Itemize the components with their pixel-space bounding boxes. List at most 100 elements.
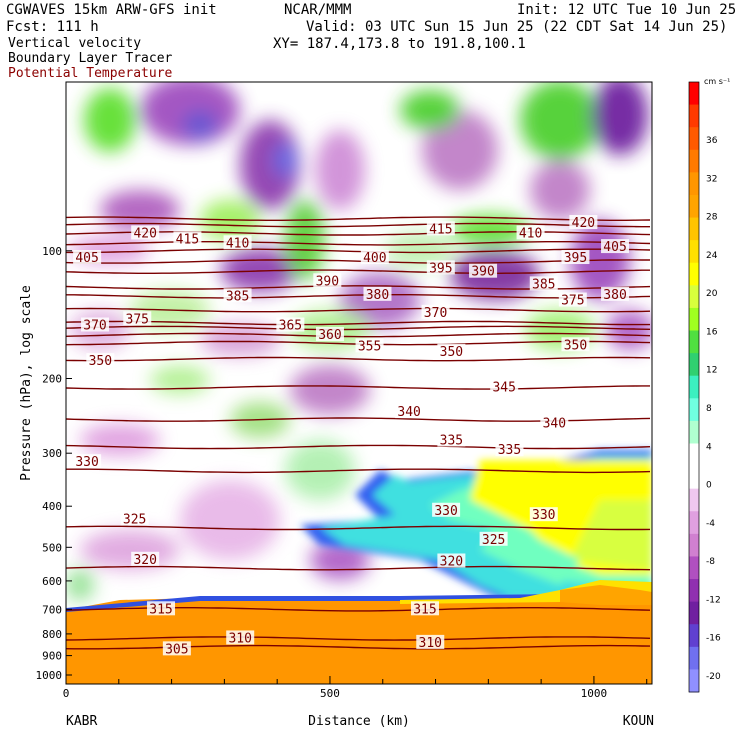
theta-contour-390 bbox=[66, 269, 650, 274]
colorbar-swatch bbox=[689, 533, 699, 557]
colorbar-label: -16 bbox=[706, 634, 721, 644]
theta-label: 320 bbox=[131, 551, 160, 568]
theta-contour-360 bbox=[66, 332, 651, 338]
theta-label: 350 bbox=[86, 353, 115, 369]
theta-label: 340 bbox=[395, 404, 424, 420]
theta-label: 330 bbox=[432, 502, 461, 519]
colorbar-swatch bbox=[689, 488, 699, 512]
shaded-field bbox=[66, 82, 652, 684]
svg-text:320: 320 bbox=[133, 553, 156, 568]
theta-label: 375 bbox=[558, 292, 587, 309]
svg-text:305: 305 bbox=[165, 642, 188, 657]
colorbar-label: 0 bbox=[706, 481, 712, 491]
colorbar-unit: cm s⁻¹ bbox=[704, 77, 730, 86]
svg-text:320: 320 bbox=[440, 554, 463, 569]
colorbar-label: -8 bbox=[706, 557, 715, 567]
theta-contour-395 bbox=[66, 259, 650, 264]
theta-label: 395 bbox=[561, 250, 590, 266]
theta-label: 415 bbox=[426, 221, 455, 237]
colorbar-swatch bbox=[689, 511, 699, 535]
x-tick-label: 1000 bbox=[581, 687, 608, 700]
svg-text:410: 410 bbox=[226, 236, 249, 251]
colorbar-swatch bbox=[689, 217, 699, 241]
svg-text:325: 325 bbox=[123, 513, 146, 528]
colorbar-swatch bbox=[689, 127, 699, 151]
x-tick-label: 500 bbox=[320, 687, 340, 700]
x-endpoint-right: KOUN bbox=[623, 714, 654, 729]
svg-text:335: 335 bbox=[440, 433, 463, 448]
svg-text:405: 405 bbox=[603, 240, 626, 255]
theta-contours bbox=[66, 216, 651, 650]
theta-label: 315 bbox=[147, 601, 176, 617]
colorbar-swatch bbox=[689, 466, 699, 490]
valid-label: Valid: 03 UTC Sun 15 Jun 25 (22 CDT Sat … bbox=[306, 19, 728, 35]
colorbar-swatch bbox=[689, 398, 699, 422]
colorbar-swatch bbox=[689, 443, 699, 467]
init-label: Init: 12 UTC Tue 10 Jun 25 bbox=[517, 2, 737, 18]
colorbar-swatch bbox=[689, 262, 699, 286]
svg-text:405: 405 bbox=[75, 251, 98, 266]
theta-label: 350 bbox=[437, 343, 466, 360]
theta-label: 365 bbox=[276, 317, 305, 334]
theta-contour-335 bbox=[66, 444, 651, 450]
colorbar-label: 24 bbox=[706, 251, 718, 261]
colorbar-label: 12 bbox=[706, 366, 717, 376]
svg-text:350: 350 bbox=[440, 345, 463, 360]
theta-label: 375 bbox=[123, 311, 152, 327]
field-vertical-velocity: Vertical velocity bbox=[8, 36, 142, 51]
theta-label: 345 bbox=[490, 379, 519, 395]
theta-label: 420 bbox=[569, 215, 598, 231]
theta-label: 335 bbox=[437, 432, 466, 448]
theta-label: 330 bbox=[529, 507, 558, 523]
svg-text:380: 380 bbox=[603, 288, 626, 303]
svg-text:310: 310 bbox=[228, 631, 251, 646]
theta-label: 340 bbox=[540, 415, 569, 431]
theta-label: 390 bbox=[469, 263, 498, 280]
theta-contour-365 bbox=[66, 325, 651, 331]
theta-label: 395 bbox=[426, 260, 455, 276]
org-label: NCAR/MMM bbox=[284, 2, 352, 18]
theta-label: 335 bbox=[495, 442, 524, 458]
theta-label: 355 bbox=[355, 338, 384, 354]
colorbar-label: 32 bbox=[706, 174, 717, 184]
svg-text:380: 380 bbox=[366, 288, 389, 303]
colorbar-swatch bbox=[689, 556, 699, 580]
theta-contour-labels: 305 310 310 315 315 320 320 325 325 330 330 330 335 3… bbox=[73, 215, 630, 657]
theta-label: 380 bbox=[363, 286, 392, 303]
theta-label: 350 bbox=[561, 337, 590, 353]
svg-text:375: 375 bbox=[561, 294, 584, 309]
colorbar-label: 16 bbox=[706, 327, 718, 337]
theta-contour-310 bbox=[66, 636, 651, 641]
y-tick-label: 200 bbox=[42, 373, 62, 386]
y-tick-label: 100 bbox=[42, 245, 62, 258]
colorbar-swatch bbox=[689, 172, 699, 196]
svg-text:370: 370 bbox=[83, 319, 106, 334]
model-title: CGWAVES 15km ARW-GFS init bbox=[6, 2, 217, 18]
y-axis-label: Pressure (hPa), log scale bbox=[19, 285, 34, 481]
colorbar-label: 36 bbox=[706, 136, 718, 146]
svg-text:330: 330 bbox=[532, 508, 555, 523]
svg-text:315: 315 bbox=[149, 602, 172, 617]
theta-label: 360 bbox=[315, 327, 344, 343]
svg-text:340: 340 bbox=[397, 405, 420, 420]
svg-text:420: 420 bbox=[572, 216, 595, 231]
svg-text:350: 350 bbox=[564, 338, 587, 353]
theta-label: 410 bbox=[223, 235, 252, 251]
colorbar-label: -4 bbox=[706, 519, 715, 529]
svg-text:390: 390 bbox=[471, 265, 494, 280]
theta-contour-380 bbox=[66, 294, 651, 299]
theta-label: 405 bbox=[601, 239, 630, 255]
theta-label: 310 bbox=[226, 630, 255, 646]
svg-text:385: 385 bbox=[532, 277, 555, 292]
y-tick-label: 300 bbox=[42, 447, 62, 460]
svg-text:415: 415 bbox=[176, 232, 199, 247]
svg-text:415: 415 bbox=[429, 222, 452, 237]
theta-label: 330 bbox=[73, 454, 102, 470]
svg-text:345: 345 bbox=[492, 380, 515, 395]
theta-label: 325 bbox=[479, 531, 508, 548]
theta-label: 385 bbox=[529, 276, 558, 292]
theta-contour-405 bbox=[66, 241, 651, 246]
svg-text:365: 365 bbox=[279, 319, 302, 334]
x-axis-label: Distance (km) bbox=[308, 714, 410, 729]
theta-label: 305 bbox=[162, 641, 191, 657]
